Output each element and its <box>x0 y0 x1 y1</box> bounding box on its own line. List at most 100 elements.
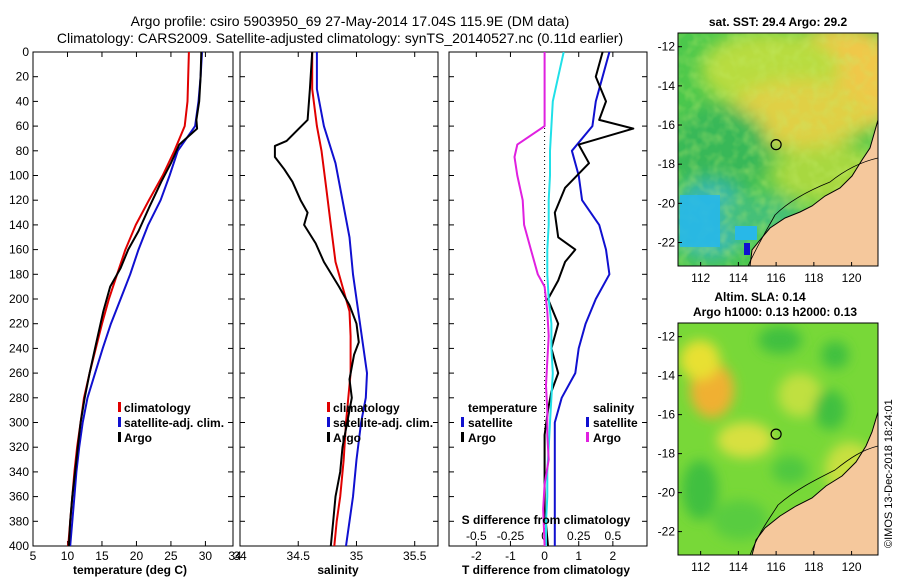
difference-lines <box>513 52 635 546</box>
x-tick-label: 30 <box>199 549 213 563</box>
x-tick-label: 20 <box>130 549 144 563</box>
sst-map-frame <box>677 32 879 267</box>
x-tick-label: 34.5 <box>287 549 311 563</box>
salinity-legend: climatology satellite-adj. clim. Argo <box>327 401 433 445</box>
sla-map-frame <box>677 322 879 556</box>
y-tick-label: 280 <box>9 391 29 405</box>
y-tick-label: 260 <box>9 366 29 380</box>
series-line-climatology <box>311 52 352 546</box>
temperature-panel <box>32 51 234 547</box>
y-tick-label: 100 <box>9 169 29 183</box>
map-y-tick-label: -12 <box>658 330 676 344</box>
temperature-legend: climatology satellite-adj. clim. Argo <box>118 401 224 445</box>
map-y-tick-label: -20 <box>658 196 676 210</box>
y-tick-label: 340 <box>9 465 29 479</box>
sst-profile-marker <box>770 139 782 151</box>
series-line-satellite-adj-clim- <box>69 52 203 546</box>
sst-map <box>678 33 878 266</box>
sla-map-subtitle: Argo h1000: 0.13 h2000: 0.13 <box>693 305 857 319</box>
x-tick-label: -1 <box>505 549 516 563</box>
s-tick-label: 0.5 <box>605 529 622 543</box>
x-tick-label: 15 <box>95 549 109 563</box>
salinity-panel <box>239 51 439 547</box>
x-tick-label: 2 <box>610 549 617 563</box>
header-line-2: Climatology: CARS2009. Satellite-adjuste… <box>57 30 623 46</box>
legend-label-climatology: climatology <box>124 401 191 415</box>
salinity-lines <box>273 52 368 546</box>
legend-label-t-satellite: satellite <box>468 416 513 430</box>
legend-swatch-s-argo <box>586 432 589 442</box>
series-line-satellite-adj-clim- <box>315 52 368 546</box>
y-tick-label: 0 <box>22 45 29 59</box>
map-x-tick-label: 112 <box>691 271 710 285</box>
difference-legend-salinity: salinity satellite Argo <box>586 401 638 445</box>
y-tick-label: 320 <box>9 440 29 454</box>
x-tick-label: 10 <box>61 549 75 563</box>
series-line-temperature-satellite <box>553 52 611 546</box>
salinity-xlabel: salinity <box>317 563 359 577</box>
difference-legend-temperature: temperature satellite Argo <box>461 401 538 445</box>
y-tick-label: 220 <box>9 317 29 331</box>
legend-label-argo: Argo <box>124 431 152 445</box>
temperature-axes: 0 20 40 60 80 100 120 140 160 180 200 220 240 260 280 3… <box>9 45 242 563</box>
map-x-tick-label: 120 <box>842 271 862 285</box>
sst-map-axes: 112 114 116 118 120 -12 -14 -16 -18 -20 -22 <box>658 40 862 285</box>
series-line-argo <box>273 52 360 546</box>
sdiff-xlabel: S difference from climatology <box>462 513 631 527</box>
x-tick-label: 34 <box>233 549 247 563</box>
s-tick-label: 0.25 <box>567 529 591 543</box>
legend-title-temperature: temperature <box>468 401 538 415</box>
map-y-tick-label: -20 <box>658 486 676 500</box>
series-line-temperature-argo <box>543 52 635 546</box>
y-tick-label: 140 <box>9 218 29 232</box>
map-y-tick-label: -12 <box>658 40 676 54</box>
legend-label-satellite: satellite-adj. clim. <box>333 416 433 430</box>
y-tick-label: 200 <box>9 292 29 306</box>
x-tick-label: 1 <box>575 549 582 563</box>
y-tick-label: 40 <box>16 94 30 108</box>
legend-label-t-argo: Argo <box>468 431 496 445</box>
map-y-tick-label: -16 <box>658 118 676 132</box>
map-y-tick-label: -22 <box>658 236 676 250</box>
map-y-tick-label: -16 <box>658 408 676 422</box>
x-tick-label: 34 <box>228 549 242 563</box>
legend-swatch-argo <box>118 432 121 442</box>
s-tick-label: -0.25 <box>497 529 525 543</box>
legend-label-satellite: satellite-adj. clim. <box>124 416 224 430</box>
temperature-lines <box>67 52 203 546</box>
temperature-xlabel: temperature (deg C) <box>73 563 187 577</box>
y-tick-label: 380 <box>9 514 29 528</box>
y-tick-label: 160 <box>9 243 29 257</box>
y-tick-label: 20 <box>16 70 30 84</box>
y-tick-label: 360 <box>9 490 29 504</box>
y-tick-label: 180 <box>9 267 29 281</box>
series-line-salinity-argo <box>513 52 550 546</box>
legend-label-s-satellite: satellite <box>593 416 638 430</box>
map-y-tick-label: -22 <box>658 525 676 539</box>
map-y-tick-label: -18 <box>658 447 676 461</box>
legend-label-climatology: climatology <box>333 401 400 415</box>
legend-swatch-satellite <box>327 417 330 427</box>
sst-map-title: sat. SST: 29.4 Argo: 29.2 <box>709 15 848 29</box>
legend-swatch-t-argo <box>461 432 464 442</box>
map-y-tick-label: -14 <box>658 79 676 93</box>
y-tick-label: 120 <box>9 193 29 207</box>
s-tick-label: -0.5 <box>466 529 487 543</box>
sla-profile-marker <box>770 428 782 440</box>
tdiff-xlabel: T difference from climatology <box>462 563 630 577</box>
sla-map-title: Altim. SLA: 0.14 <box>714 290 806 304</box>
copyright-credit: ©IMOS 13-Dec-2018 18:24:01 <box>883 399 895 548</box>
map-x-tick-label: 120 <box>842 560 862 574</box>
legend-title-salinity: salinity <box>593 401 635 415</box>
series-line-climatology <box>67 52 190 546</box>
x-tick-label: 35.5 <box>403 549 427 563</box>
map-x-tick-label: 116 <box>767 271 786 285</box>
map-x-tick-label: 118 <box>804 560 823 574</box>
series-line-argo <box>67 52 203 546</box>
legend-swatch-argo <box>327 432 330 442</box>
y-tick-label: 240 <box>9 341 29 355</box>
x-tick-label: 35 <box>350 549 364 563</box>
x-tick-label: 5 <box>30 549 37 563</box>
x-tick-label: 0 <box>541 549 548 563</box>
